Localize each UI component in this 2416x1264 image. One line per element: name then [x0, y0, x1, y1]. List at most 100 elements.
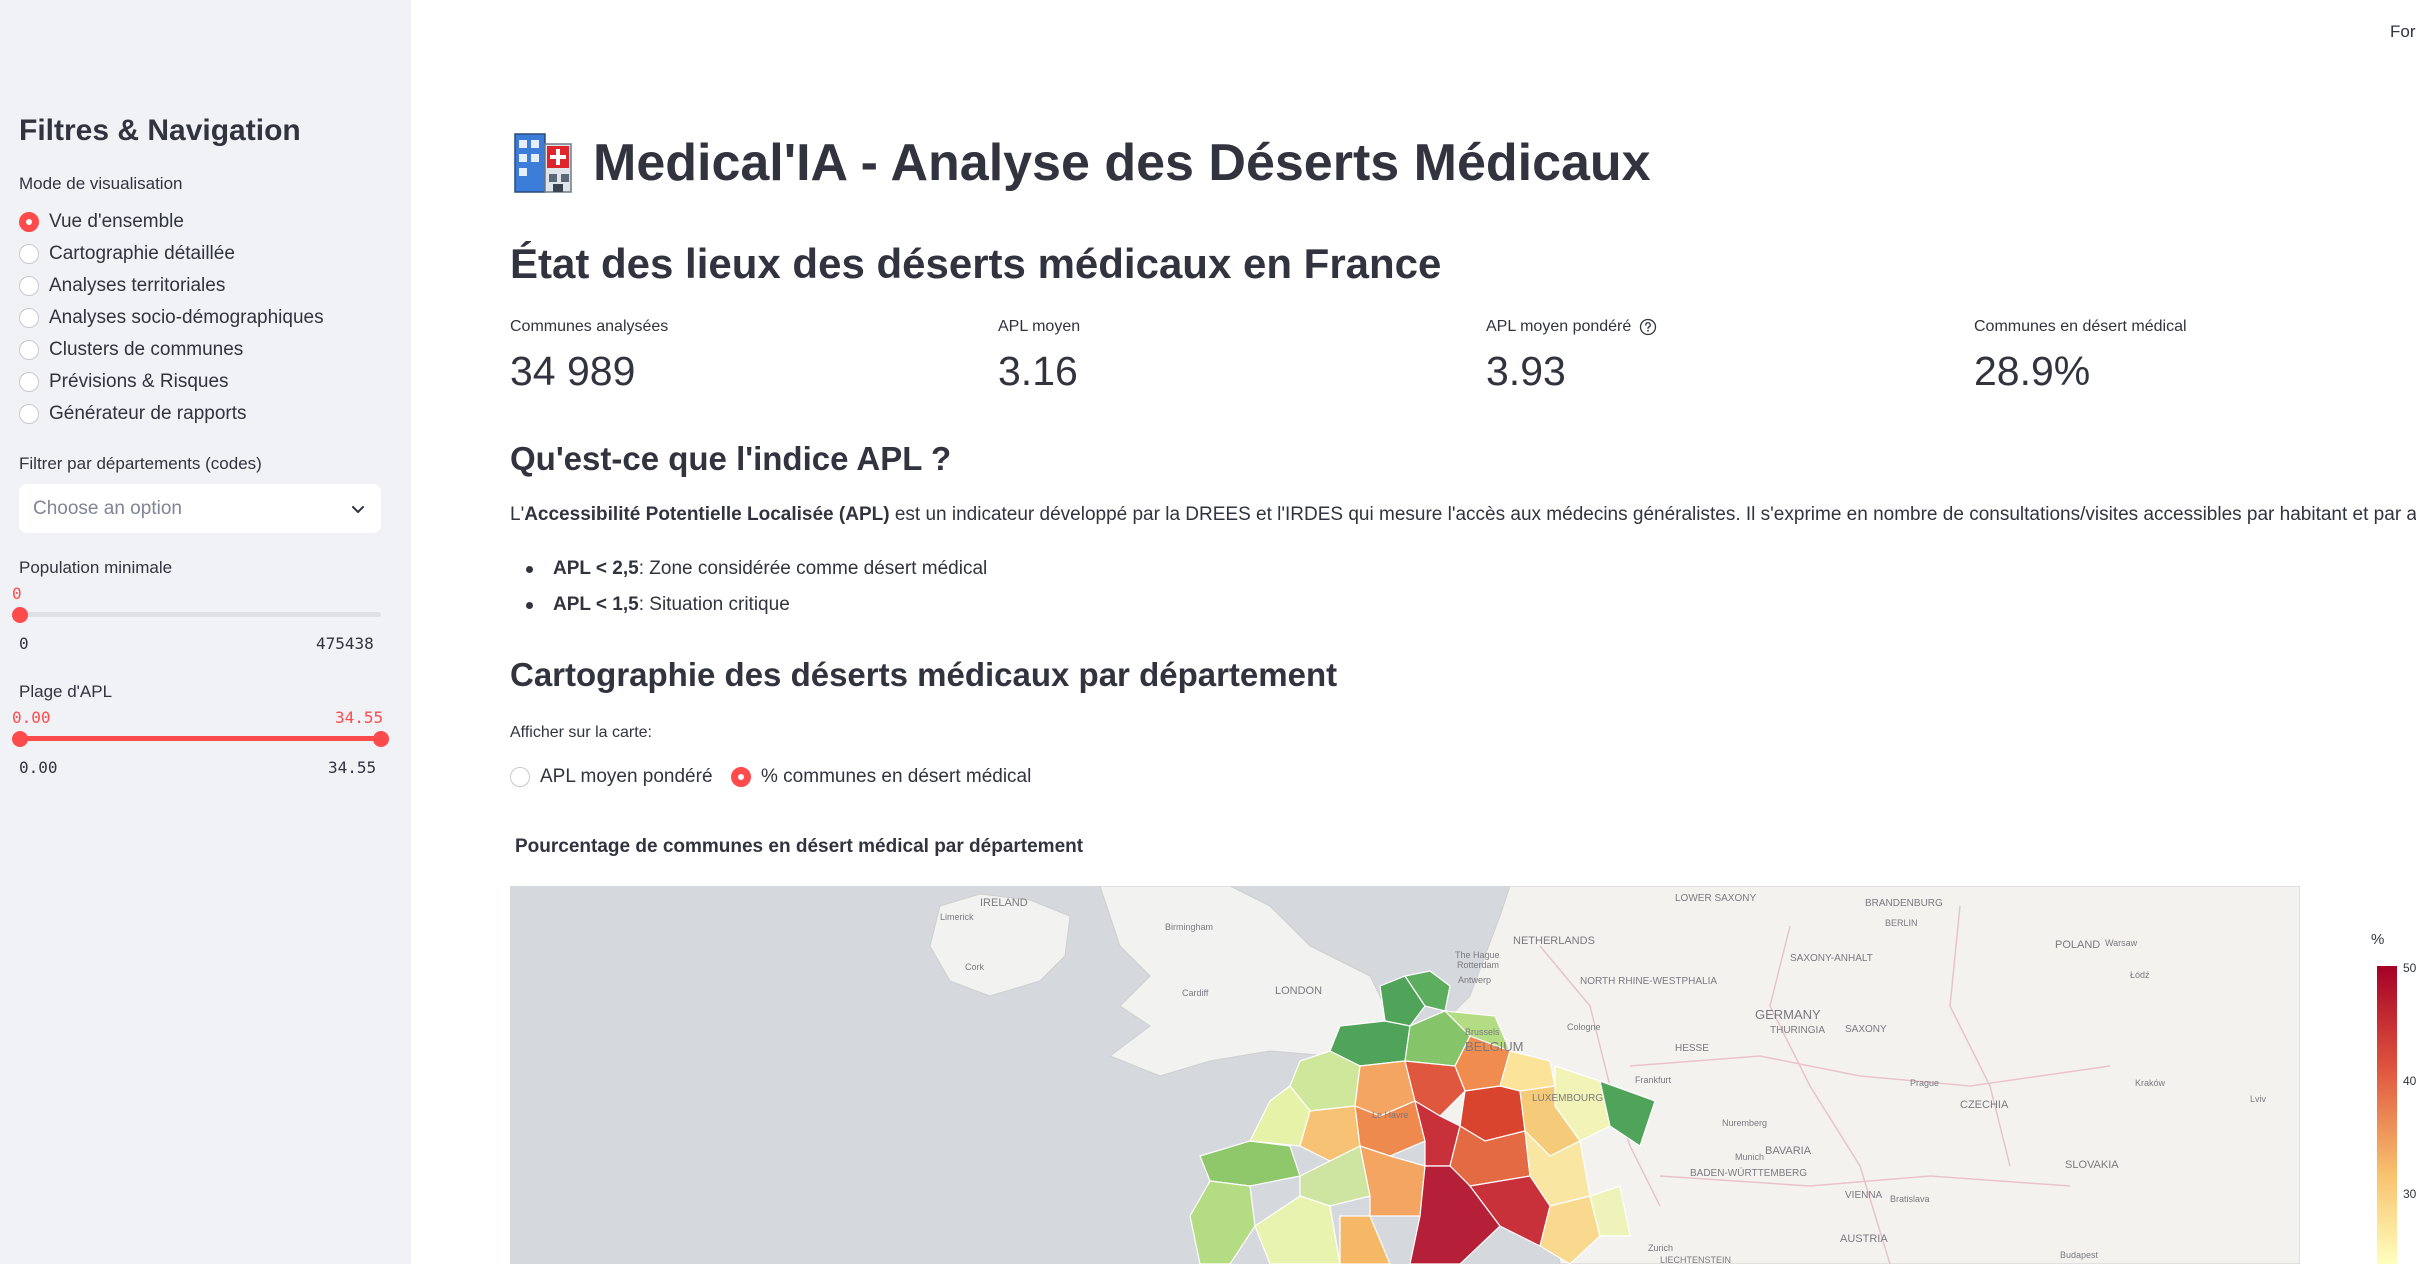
- mode-option-clusters[interactable]: Clusters de communes: [19, 336, 243, 364]
- map-canvas[interactable]: IRELAND Limerick Cork Birmingham LONDON …: [510, 886, 2300, 1264]
- map-option-label: APL moyen pondéré: [540, 766, 713, 787]
- population-slider-value: 0: [12, 584, 22, 603]
- map-option-desert-pct[interactable]: % communes en désert médical: [731, 766, 1031, 788]
- map-option-apl-weighted[interactable]: APL moyen pondéré: [510, 766, 713, 788]
- place-label: THURINGIA: [1770, 1025, 1825, 1036]
- metric-value: 28.9%: [1974, 348, 2091, 394]
- place-label: SAXONY: [1845, 1024, 1887, 1035]
- dept-shape: [1254, 1195, 1341, 1264]
- choropleth-map[interactable]: IRELAND Limerick Cork Birmingham LONDON …: [510, 886, 2300, 1264]
- metric-desert-share: Communes en désert médical 28.9%: [1974, 318, 2187, 395]
- map-display-label: Afficher sur la carte:: [510, 724, 652, 741]
- metric-value: 34 989: [510, 348, 636, 394]
- population-label: Population minimale: [19, 558, 173, 577]
- population-slider-min: 0: [19, 634, 29, 653]
- dept-shape: [1379, 975, 1426, 1027]
- mode-option-label: Vue d'ensemble: [49, 211, 184, 232]
- apl-slider-low-thumb[interactable]: [12, 731, 28, 747]
- mode-option-socio[interactable]: Analyses socio-démographiques: [19, 304, 324, 332]
- population-slider-thumb[interactable]: [12, 607, 28, 623]
- dept-filter-label: Filtrer par départements (codes): [19, 454, 262, 473]
- metric-label: Communes analysées: [510, 318, 669, 335]
- page-title: Medical'IA - Analyse des Déserts Médicau…: [509, 130, 1651, 196]
- place-label: Warsaw: [2105, 938, 2138, 948]
- place-label: BAVARIA: [1765, 1145, 1812, 1157]
- colorbar-tick: 50: [2403, 961, 2416, 975]
- apl-info-paragraph: L'Accessibilité Potentielle Localisée (A…: [510, 504, 2416, 526]
- radio-unselected-icon: [19, 244, 39, 264]
- apl-slider-low-value: 0.00: [12, 708, 51, 727]
- radio-selected-icon: [19, 212, 39, 232]
- dept-shape: [1189, 1180, 1256, 1264]
- apl-bullet: APL < 1,5 : Situation critique: [526, 594, 790, 616]
- apl-slider-max: 34.55: [328, 758, 377, 777]
- population-slider-track[interactable]: [19, 612, 381, 617]
- colorbar-tick: 40: [2403, 1074, 2416, 1088]
- mode-option-label: Prévisions & Risques: [49, 371, 229, 392]
- place-label: BADEN-WÜRTTEMBERG: [1690, 1167, 1807, 1179]
- place-label: GERMANY: [1755, 1007, 1821, 1022]
- place-label: Budapest: [2060, 1250, 2099, 1260]
- mode-option-label: Cartographie détaillée: [49, 243, 235, 264]
- place-label: Bratislava: [1890, 1194, 1930, 1204]
- dept-shape: [1249, 1085, 1311, 1147]
- place-label: Le Havre: [1372, 1110, 1409, 1120]
- dept-shape: [1599, 1080, 1656, 1147]
- place-label: HESSE: [1675, 1043, 1709, 1054]
- bullet-bold: APL < 1,5: [553, 594, 639, 615]
- place-label: SAXONY-ANHALT: [1790, 953, 1873, 964]
- hospital-icon: [514, 133, 572, 193]
- metric-communes: Communes analysées 34 989: [510, 318, 668, 395]
- sidebar-title: Filtres & Navigation: [19, 114, 301, 147]
- mode-label: Mode de visualisation: [19, 174, 183, 193]
- help-icon[interactable]: [1639, 318, 1657, 336]
- place-label: Antwerp: [1458, 975, 1491, 985]
- place-label: IRELAND: [980, 897, 1028, 909]
- place-label: Kraków: [2135, 1078, 2166, 1088]
- apl-slider-min: 0.00: [19, 758, 58, 777]
- mode-option-forecast[interactable]: Prévisions & Risques: [19, 368, 229, 396]
- place-label: Brussels: [1465, 1027, 1500, 1037]
- mode-option-overview[interactable]: Vue d'ensemble: [19, 208, 184, 236]
- mode-option-reports[interactable]: Générateur de rapports: [19, 400, 247, 428]
- para-text: L': [510, 504, 525, 525]
- map-land-ireland: [929, 893, 1071, 997]
- mode-option-territorial[interactable]: Analyses territoriales: [19, 272, 225, 300]
- place-label: Cork: [965, 962, 985, 972]
- radio-selected-icon: [731, 767, 751, 787]
- mode-option-label: Analyses socio-démographiques: [49, 307, 324, 328]
- metric-value: 3.93: [1486, 348, 1566, 394]
- place-label: CZECHIA: [1960, 1099, 2009, 1111]
- radio-unselected-icon: [510, 767, 530, 787]
- mode-option-cartography[interactable]: Cartographie détaillée: [19, 240, 235, 268]
- radio-unselected-icon: [19, 372, 39, 392]
- dept-shape: [1404, 970, 1451, 1012]
- place-label: LIECHTENSTEIN: [1660, 1255, 1731, 1264]
- dept-shape: [1404, 1060, 1466, 1117]
- map-chart-title: Pourcentage de communes en désert médica…: [515, 836, 1084, 857]
- metric-label: APL moyen pondéré: [1486, 318, 1632, 335]
- mode-option-label: Générateur de rapports: [49, 403, 247, 424]
- radio-unselected-icon: [19, 404, 39, 424]
- apl-slider-track[interactable]: [19, 736, 381, 741]
- population-slider-max: 475438: [316, 634, 374, 653]
- place-label: Nuremberg: [1722, 1118, 1767, 1128]
- metric-value: 3.16: [998, 348, 1078, 394]
- map-colorbar: % 50 40 30: [2361, 930, 2416, 1264]
- place-label: POLAND: [2055, 939, 2100, 951]
- place-label: LUXEMBOURG: [1532, 1093, 1603, 1104]
- colorbar-svg: % 50 40 30: [2371, 931, 2416, 1264]
- metric-apl-mean: APL moyen 3.16: [998, 318, 1080, 395]
- place-label: BRANDENBURG: [1865, 898, 1943, 909]
- map-section-heading: Cartographie des déserts médicaux par dé…: [510, 656, 1338, 693]
- radio-unselected-icon: [19, 276, 39, 296]
- place-label: Rotterdam: [1457, 960, 1499, 970]
- dept-filter-select[interactable]: Choose an option: [19, 484, 381, 533]
- apl-range-label: Plage d'APL: [19, 682, 113, 701]
- apl-slider-high-thumb[interactable]: [373, 731, 389, 747]
- dept-shape: [1539, 1195, 1601, 1264]
- place-label: BELGIUM: [1465, 1039, 1524, 1054]
- top-right-menu-text[interactable]: For: [2390, 22, 2416, 41]
- place-label: VIENNA: [1845, 1190, 1883, 1201]
- chevron-down-icon: [352, 505, 364, 513]
